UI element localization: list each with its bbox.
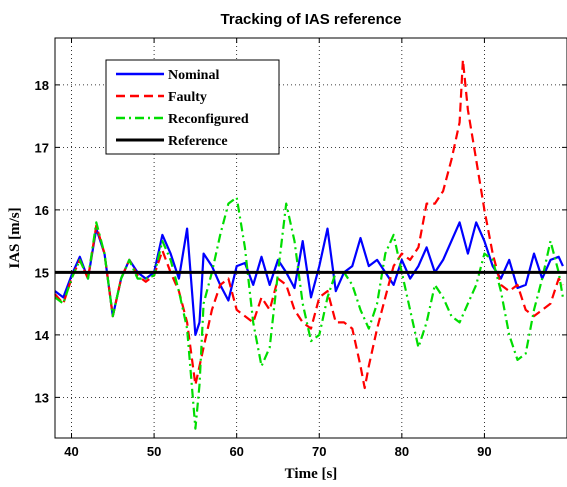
legend-label-nominal: Nominal: [168, 68, 219, 83]
y-tick-label: 13: [35, 390, 49, 405]
y-tick-label: 17: [35, 140, 49, 155]
grid-lines: [55, 38, 567, 438]
y-tick-label: 15: [35, 265, 49, 280]
x-axis-ticks: 40 50 60 70 80 90: [64, 38, 492, 459]
plot-frame: [54, 37, 567, 439]
y-axis-ticks: 13 14 15 16 17 18: [35, 78, 567, 405]
y-tick-label: 18: [35, 78, 49, 93]
x-tick-label: 90: [477, 444, 491, 459]
x-axis-label: Time [s]: [285, 466, 338, 482]
chart-title: Tracking of IAS reference: [221, 11, 402, 28]
series-lines: [54, 58, 567, 430]
legend: Nominal Faulty Reconfigured Reference: [105, 59, 280, 155]
legend-label-reconfigured: Reconfigured: [168, 112, 249, 127]
y-tick-label: 14: [35, 328, 50, 343]
series-line-reconfigured: [54, 196, 564, 430]
legend-box: [105, 59, 280, 155]
legend-label-faulty: Faulty: [168, 90, 207, 105]
x-tick-label: 40: [64, 444, 78, 459]
series-line-faulty: [54, 58, 564, 390]
series-line-nominal: [54, 221, 564, 336]
y-tick-label: 16: [35, 203, 49, 218]
x-tick-label: 70: [312, 444, 326, 459]
y-axis-label: IAS [m/s]: [7, 207, 23, 268]
x-tick-label: 50: [147, 444, 161, 459]
x-tick-label: 60: [229, 444, 243, 459]
legend-label-reference: Reference: [168, 134, 228, 149]
x-tick-label: 80: [395, 444, 409, 459]
